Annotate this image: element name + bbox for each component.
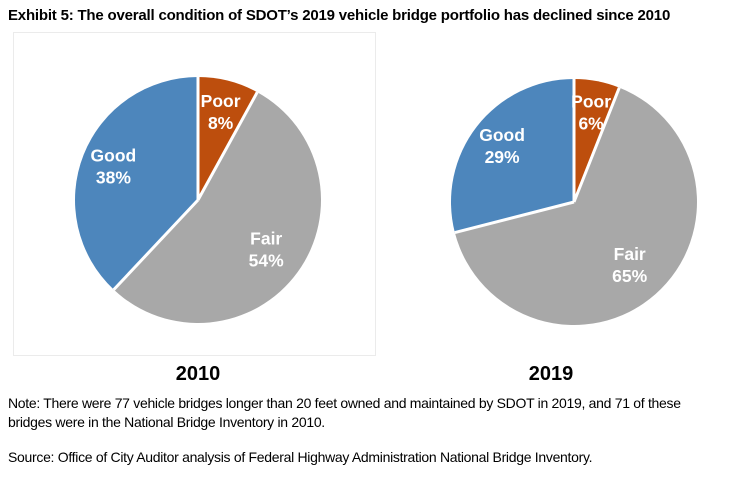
pie-slice-fair-2010 [113, 92, 321, 323]
source-text: Source: Office of City Auditor analysis … [8, 449, 593, 465]
pie-slice-good-2010 [75, 77, 198, 290]
slice-label-poor-2019: Poor 6% [571, 92, 611, 134]
pie-slice-poor-2010 [198, 77, 258, 200]
slice-separator [572, 87, 621, 203]
pie-slice-fair-2019 [454, 87, 697, 326]
slice-separator [454, 200, 575, 235]
slice-label-good-2010: Good 38% [91, 146, 137, 188]
slice-separator [112, 198, 200, 291]
slice-label-fair-2010: Fair 54% [249, 229, 284, 271]
slice-label-poor-2010: Poor 8% [201, 91, 241, 133]
pie-chart-2010: Poor 8% Fair 54% Good 38% [75, 77, 321, 323]
year-label-2019: 2019 [528, 363, 574, 385]
exhibit-title: Exhibit 5: The overall condition of SDOT… [8, 7, 671, 24]
pie-slice-good-2019 [450, 79, 574, 233]
slice-label-good-2019: Good 29% [479, 125, 525, 167]
note-text: Note: There were 77 vehicle bridges long… [8, 395, 681, 430]
slice-label-fair-2019: Fair 65% [612, 244, 647, 286]
pie-chart-2019: Poor 6% Fair 65% Good 29% [450, 79, 697, 326]
year-label-2010: 2010 [175, 363, 221, 385]
slice-separator [196, 91, 259, 201]
